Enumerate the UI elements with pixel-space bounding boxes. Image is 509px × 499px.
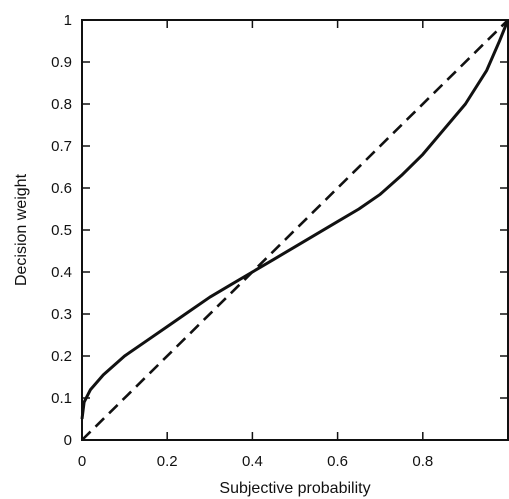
y-tick-label: 0.2 bbox=[51, 348, 72, 365]
y-tick-labels: 0 0.1 0.2 0.3 0.4 0.5 0.6 0.7 0.8 0.9 1 bbox=[51, 12, 72, 449]
y-tick-label: 0 bbox=[64, 432, 72, 449]
series-line-solid bbox=[80, 19, 509, 420]
y-tick-label: 0.4 bbox=[51, 264, 72, 281]
tick-marks bbox=[82, 20, 508, 440]
x-tick-label: 0.2 bbox=[157, 453, 178, 470]
y-tick-label: 0.6 bbox=[51, 180, 72, 197]
plot-frame bbox=[81, 19, 509, 441]
y-tick-label: 0.8 bbox=[51, 96, 72, 113]
series-line-dashed bbox=[81, 19, 509, 441]
y-axis-title: Decision weight bbox=[13, 173, 30, 286]
x-tick-labels: 0 0.2 0.4 0.6 0.8 bbox=[78, 453, 433, 470]
y-tick-label: 0.9 bbox=[51, 54, 72, 71]
x-tick-label: 0.6 bbox=[327, 453, 348, 470]
y-tick-label: 0.1 bbox=[51, 390, 72, 407]
x-tick-label: 0 bbox=[78, 453, 86, 470]
y-tick-label: 0.3 bbox=[51, 306, 72, 323]
series-group bbox=[80, 19, 509, 441]
x-tick-label: 0.4 bbox=[242, 453, 263, 470]
y-tick-label: 1 bbox=[64, 12, 72, 29]
x-tick-label: 0.8 bbox=[412, 453, 433, 470]
y-tick-label: 0.5 bbox=[51, 222, 72, 239]
x-axis-title: Subjective probability bbox=[219, 480, 370, 497]
y-tick-label: 0.7 bbox=[51, 138, 72, 155]
